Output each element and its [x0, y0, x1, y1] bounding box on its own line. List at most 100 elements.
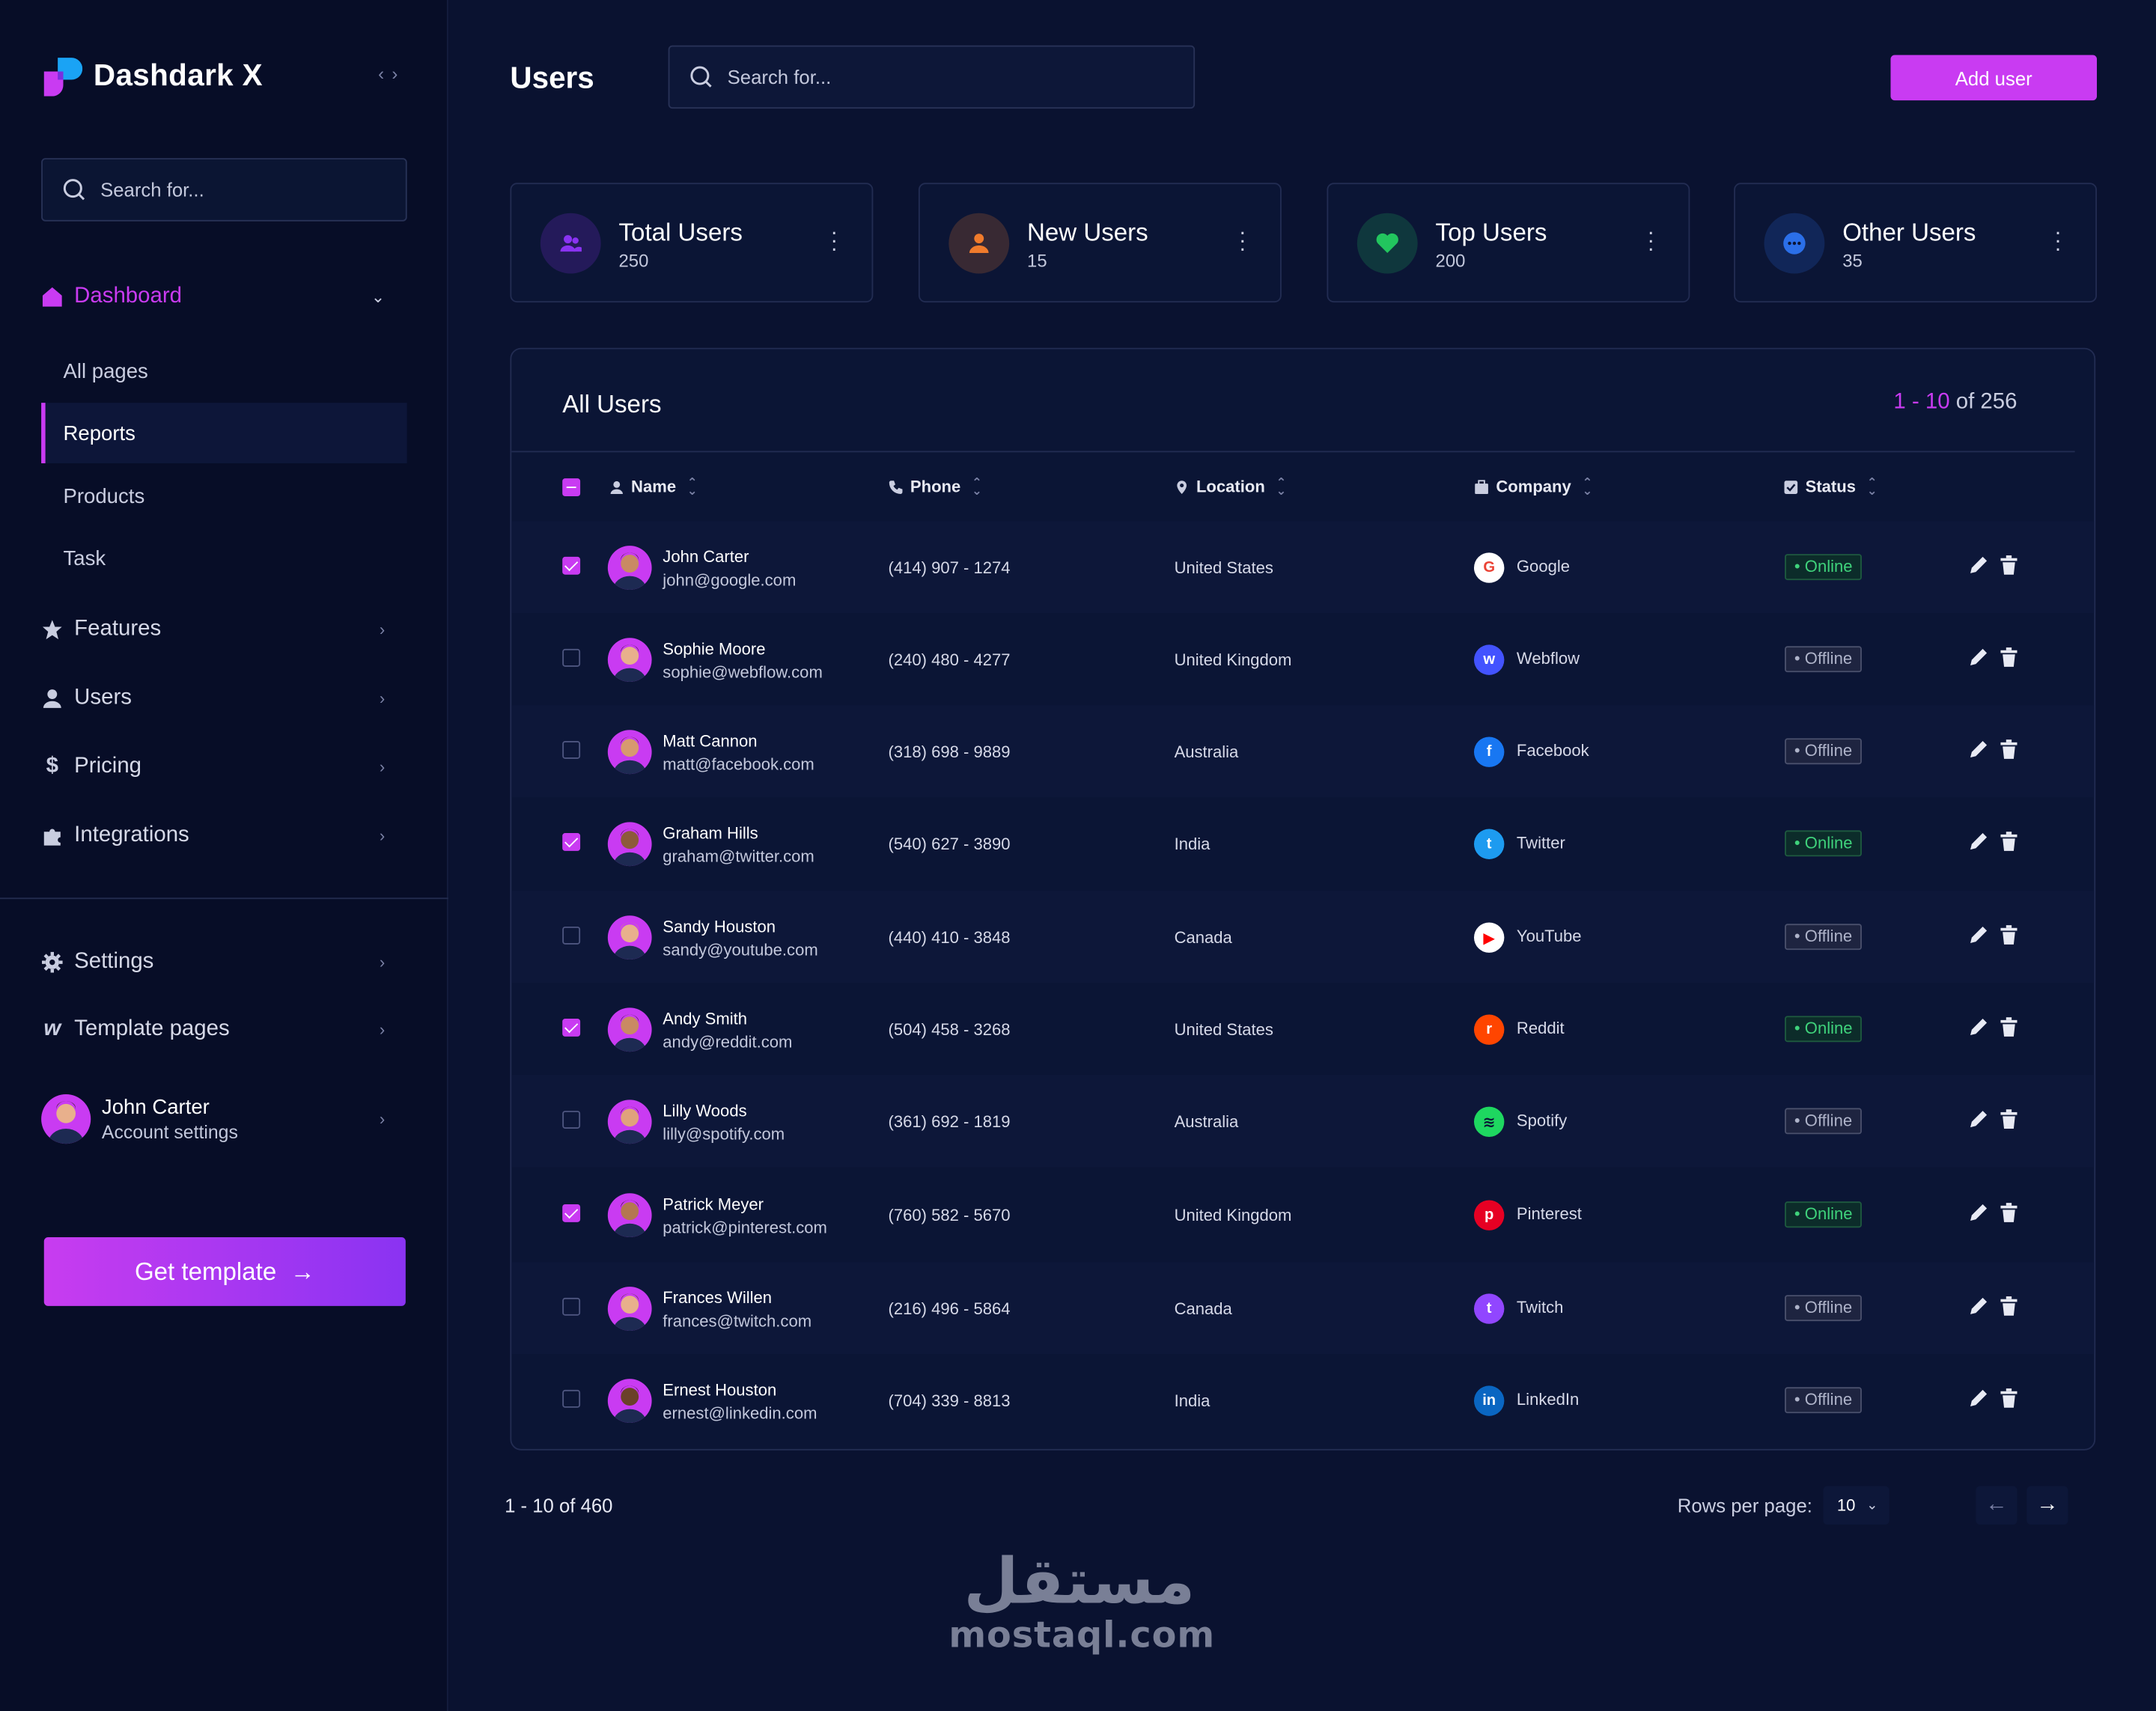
edit-pencil-icon[interactable]	[1967, 1387, 1989, 1409]
sidebar-subitem-task[interactable]: Task	[63, 546, 106, 570]
sidebar-item-features[interactable]: Features ›	[41, 602, 407, 656]
checkbox-icon	[1784, 480, 1798, 494]
table-row[interactable]: Frances Willen frances@twitch.com (216) 49…	[511, 1262, 2095, 1355]
user-name[interactable]: Frances Willen	[663, 1288, 773, 1308]
row-checkbox[interactable]	[562, 1389, 581, 1408]
edit-pencil-icon[interactable]	[1967, 646, 1989, 668]
row-checkbox[interactable]	[562, 648, 581, 667]
column-header-phone[interactable]: Phone ⌃ ⌄	[889, 476, 982, 498]
header-search-input[interactable]	[727, 66, 1002, 88]
table-row[interactable]: Ernest Houston ernest@linkedin.com (704) 3…	[511, 1354, 2094, 1446]
user-name[interactable]: John Carter	[663, 547, 749, 567]
stat-card-other-users[interactable]: Other Users 35 · · ·	[1734, 183, 2098, 303]
sidebar-item-integrations[interactable]: Integrations ›	[41, 808, 407, 863]
sort-icon[interactable]: ⌃ ⌄	[971, 475, 982, 498]
status-label: Online	[1804, 833, 1853, 853]
add-user-button[interactable]: Add user	[1890, 55, 2098, 101]
row-checkbox[interactable]	[562, 1111, 581, 1129]
trash-icon[interactable]	[1998, 1201, 2020, 1223]
sidebar-item-template-pages[interactable]: w Template pages ›	[41, 1002, 407, 1057]
user-company: Spotify	[1516, 1111, 1568, 1130]
sidebar-subitem-reports[interactable]: Reports	[41, 403, 407, 463]
row-checkbox[interactable]	[562, 740, 581, 759]
table-row[interactable]: Lilly Woods lilly@spotify.com (361) 692 - …	[511, 1075, 2095, 1168]
next-page-button[interactable]: →	[2026, 1486, 2068, 1525]
stat-card-total-users[interactable]: Total Users 250 · · ·	[510, 183, 874, 303]
sidebar-search-input[interactable]	[100, 178, 376, 201]
edit-pencil-icon[interactable]	[1967, 738, 1989, 760]
edit-pencil-icon[interactable]	[1967, 1108, 1989, 1129]
sort-icon[interactable]: ⌃ ⌄	[1866, 475, 1878, 498]
trash-icon[interactable]	[1998, 1295, 2020, 1317]
trash-icon[interactable]	[1998, 738, 2020, 760]
user-name[interactable]: Ernest Houston	[663, 1380, 777, 1400]
column-header-location[interactable]: Location ⌃ ⌄	[1175, 475, 1287, 498]
rows-per-page-select[interactable]: 10 ⌄	[1823, 1486, 1889, 1525]
stat-card-new-users[interactable]: New Users 15 · · ·	[918, 183, 1282, 303]
user-name[interactable]: Patrick Meyer	[663, 1195, 764, 1214]
trash-icon[interactable]	[1998, 1387, 2020, 1409]
table-row[interactable]: Sandy Houston sandy@youtube.com (440) 410 …	[511, 891, 2095, 983]
sidebar-search[interactable]	[41, 158, 407, 222]
header-search[interactable]	[668, 45, 1196, 109]
user-name[interactable]: Graham Hills	[663, 823, 758, 843]
webflow-logo-icon: w	[1473, 644, 1505, 675]
table-row[interactable]: Graham Hills graham@twitter.com (540) 627 …	[511, 797, 2094, 889]
column-header-name[interactable]: Name ⌃ ⌄	[609, 476, 698, 498]
previous-page-button[interactable]: ←	[1976, 1486, 2018, 1525]
row-checkbox[interactable]	[562, 1019, 581, 1037]
get-template-button[interactable]: Get template →	[43, 1237, 406, 1306]
more-vertical-icon[interactable]: · · ·	[830, 221, 838, 261]
sidebar-item-settings[interactable]: Settings ›	[41, 935, 407, 989]
user-name[interactable]: Sandy Houston	[663, 917, 776, 936]
row-checkbox[interactable]	[562, 926, 581, 945]
sidebar-item-dashboard[interactable]: Dashboard ⌄	[41, 269, 407, 324]
more-vertical-icon[interactable]: · · ·	[1647, 221, 1655, 261]
edit-pencil-icon[interactable]	[1967, 554, 1989, 576]
edit-pencil-icon[interactable]	[1967, 924, 1989, 945]
select-all-checkbox[interactable]	[562, 478, 581, 497]
row-checkbox[interactable]	[562, 1297, 581, 1316]
table-row[interactable]: Andy Smith andy@reddit.com (504) 458 - 326…	[511, 983, 2094, 1075]
trash-icon[interactable]	[1998, 830, 2020, 852]
row-checkbox[interactable]	[562, 556, 581, 575]
table-row[interactable]: John Carter john@google.com (414) 907 - 12…	[511, 521, 2095, 614]
sort-icon[interactable]: ⌃ ⌄	[686, 475, 698, 498]
table-row[interactable]: Sophie Moore sophie@webflow.com (240) 480 …	[511, 613, 2094, 705]
trash-icon[interactable]	[1998, 646, 2020, 668]
account-settings-link[interactable]: John Carter Account settings ›	[41, 1091, 407, 1146]
user-name[interactable]: Lilly Woods	[663, 1101, 747, 1120]
sidebar-subitem-all-pages[interactable]: All pages	[63, 359, 148, 383]
edit-pencil-icon[interactable]	[1967, 1201, 1989, 1223]
trash-icon[interactable]	[1998, 554, 2020, 576]
brand[interactable]: Dashdark X	[41, 55, 263, 97]
edit-pencil-icon[interactable]	[1967, 830, 1989, 852]
sidebar-subitem-products[interactable]: Products	[63, 484, 145, 508]
trash-icon[interactable]	[1998, 1108, 2020, 1129]
user-name[interactable]: Sophie Moore	[663, 639, 766, 659]
collapse-sidebar-icon[interactable]: ‹ ›	[378, 63, 400, 85]
edit-pencil-icon[interactable]	[1967, 1295, 1989, 1317]
sidebar-item-pricing[interactable]: $ Pricing ›	[41, 739, 407, 794]
status-badge: • Offline	[1785, 924, 1862, 951]
edit-pencil-icon[interactable]	[1967, 1016, 1989, 1037]
column-header-status[interactable]: Status ⌃ ⌄	[1783, 475, 1878, 498]
more-vertical-icon[interactable]: · · ·	[2054, 221, 2062, 261]
user-phone: (440) 410 - 3848	[888, 927, 1011, 948]
linkedin-logo-icon: in	[1473, 1385, 1505, 1416]
column-header-company[interactable]: Company ⌃ ⌄	[1474, 476, 1592, 498]
table-row[interactable]: Matt Cannon matt@facebook.com (318) 698 - …	[511, 705, 2095, 798]
stat-card-top-users[interactable]: Top Users 200 · · ·	[1327, 183, 1690, 303]
sort-icon[interactable]: ⌃ ⌄	[1276, 475, 1287, 498]
trash-icon[interactable]	[1998, 924, 2020, 945]
more-vertical-icon[interactable]: · · ·	[1238, 221, 1246, 261]
user-name[interactable]: Matt Cannon	[663, 731, 758, 751]
trash-icon[interactable]	[1998, 1016, 2020, 1037]
table-row[interactable]: Patrick Meyer patrick@pinterest.com (760) …	[511, 1168, 2094, 1260]
sidebar-item-users[interactable]: Users ›	[41, 671, 407, 725]
sort-icon[interactable]: ⌃ ⌄	[1582, 475, 1593, 498]
row-checkbox[interactable]	[562, 833, 581, 851]
row-checkbox[interactable]	[562, 1204, 581, 1222]
user-name[interactable]: Andy Smith	[663, 1009, 748, 1028]
user-phone: (540) 627 - 3890	[888, 834, 1011, 854]
